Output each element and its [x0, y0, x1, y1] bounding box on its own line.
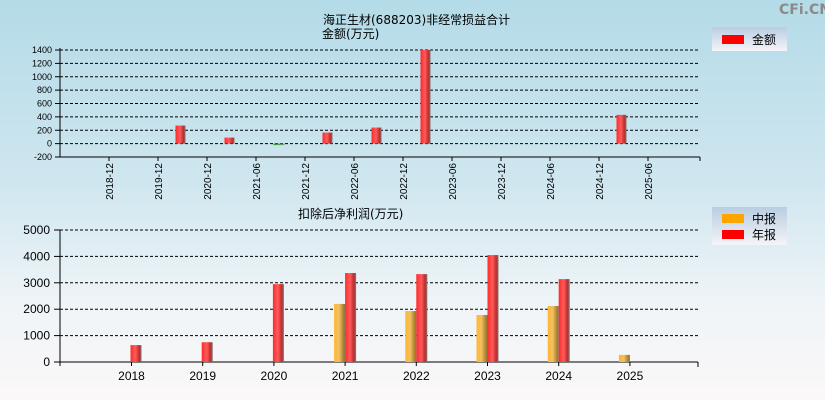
- x-tick-label: 2022-06: [350, 163, 361, 200]
- legend-item-annual: 年报: [712, 226, 787, 242]
- x-tick-label: 2022: [403, 369, 430, 383]
- bar: [420, 50, 431, 144]
- x-tick-label: 2021: [332, 369, 359, 383]
- x-tick-label: 2018: [118, 369, 145, 383]
- y-tick-label: 600: [37, 99, 52, 109]
- bottom-chart-title: 扣除后净利润(万元): [298, 207, 404, 221]
- bar: [371, 127, 382, 144]
- watermark-logo: CFi.CN: [779, 2, 825, 18]
- bar-annual: [558, 279, 570, 362]
- y-tick-label: 1000: [23, 329, 50, 343]
- bar-interim: [405, 311, 417, 362]
- bar: [175, 125, 186, 144]
- bar-annual: [201, 342, 213, 362]
- bottom-chart-legend: 中报 年报: [712, 207, 787, 245]
- x-tick-label: 2019: [189, 369, 216, 383]
- x-tick-label: 2023-06: [448, 163, 459, 200]
- x-tick-label: 2024-06: [546, 163, 557, 200]
- legend-item-amount: 金额: [712, 31, 787, 47]
- bar: [273, 143, 285, 146]
- x-tick-label: 2025-06: [644, 163, 655, 200]
- top-chart-subtitle: 金额(万元): [322, 27, 380, 41]
- legend-label: 金额: [752, 32, 777, 47]
- legend-swatch-red: [722, 34, 744, 44]
- legend-swatch-red: [722, 229, 744, 239]
- y-tick-label: 5000: [23, 223, 50, 237]
- bar: [224, 137, 235, 144]
- bar: [322, 132, 333, 144]
- top-chart-legend: 金额: [712, 27, 787, 51]
- y-tick-label: 1200: [32, 58, 52, 68]
- bar-interim: [618, 354, 630, 362]
- y-tick-label: 800: [37, 85, 52, 95]
- x-tick-label: 2018-12: [105, 163, 116, 200]
- x-tick-label: 2020: [261, 369, 288, 383]
- y-tick-label: 1400: [32, 45, 52, 55]
- legend-label: 中报: [752, 211, 777, 226]
- bar-annual: [130, 345, 142, 362]
- legend-label: 年报: [752, 227, 777, 242]
- legend-swatch-orange: [722, 213, 744, 223]
- y-tick-label: 400: [37, 112, 52, 122]
- legend-item-interim: 中报: [712, 210, 787, 226]
- x-tick-label: 2022-12: [399, 163, 410, 200]
- bar-annual: [487, 255, 499, 362]
- y-tick-label: 2000: [23, 302, 50, 316]
- y-tick-label: 3000: [23, 276, 50, 290]
- x-tick-label: 2020-12: [203, 163, 214, 200]
- y-tick-label: 200: [37, 125, 52, 135]
- y-tick-label: 0: [43, 355, 50, 369]
- x-tick-label: 2019-12: [154, 163, 165, 200]
- y-tick-label: 1000: [32, 72, 52, 82]
- bar: [616, 114, 627, 144]
- bar-annual: [272, 284, 284, 362]
- y-tick-label: 4000: [23, 249, 50, 263]
- x-tick-label: 2025: [617, 369, 644, 383]
- bar-interim: [547, 306, 559, 362]
- bar-annual: [345, 273, 357, 362]
- top-chart-plot: -200 0 200 400 600 800 1000 1200 1400 2018-12 2019…: [32, 45, 701, 200]
- bottom-chart-plot: 0 1000 2000 3000 4000 5000 2018 2019 2020 2021 202…: [23, 223, 699, 383]
- x-tick-label: 2021-06: [252, 163, 263, 200]
- bar-interim: [476, 315, 488, 362]
- x-tick-label: 2024: [545, 369, 572, 383]
- y-tick-label: 0: [47, 139, 52, 149]
- bar-annual: [416, 274, 428, 362]
- x-tick-label: 2023: [474, 369, 501, 383]
- x-tick-label: 2024-12: [595, 163, 606, 200]
- y-tick-label: -200: [34, 152, 52, 162]
- x-tick-label: 2023-12: [497, 163, 508, 200]
- top-chart-title: 海正生材(688203)非经常损益合计: [323, 13, 511, 27]
- x-tick-label: 2021-12: [301, 163, 312, 200]
- bar-interim: [334, 303, 346, 362]
